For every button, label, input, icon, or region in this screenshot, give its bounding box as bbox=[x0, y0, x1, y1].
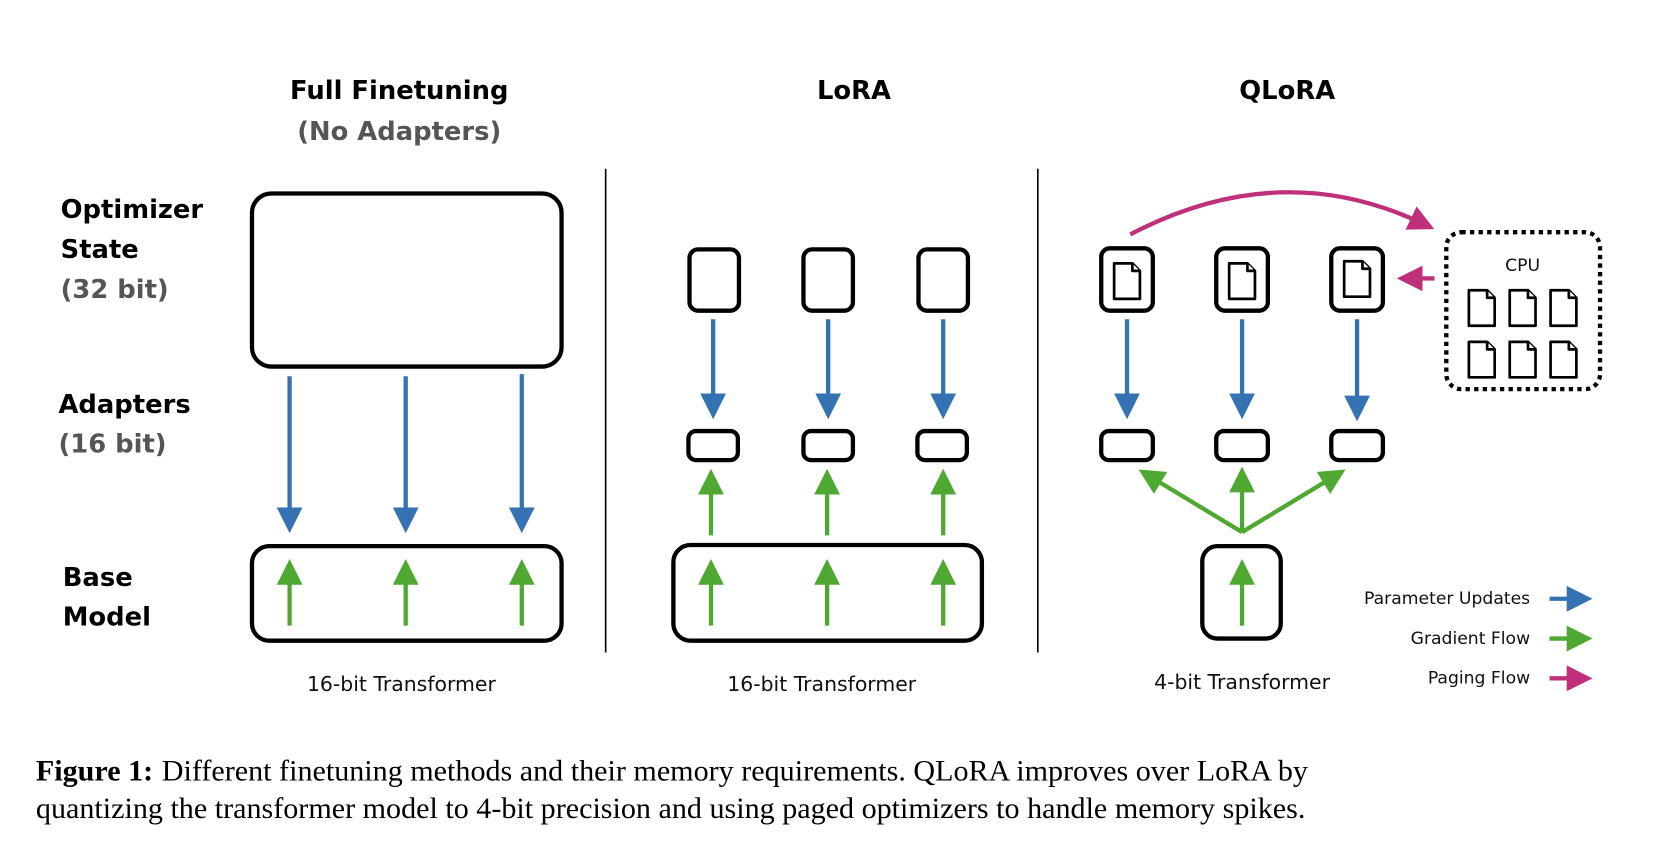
legend: Parameter Updates Gradient Flow Paging F… bbox=[1364, 585, 1593, 692]
page-icon bbox=[1467, 340, 1497, 379]
adapter-box bbox=[915, 428, 969, 463]
caption-prefix: Figure 1: bbox=[36, 753, 153, 787]
page-icon bbox=[1112, 262, 1142, 301]
lora-title: LoRA bbox=[817, 76, 891, 106]
qlora-title: QLoRA bbox=[1239, 76, 1335, 106]
gradient-arrow bbox=[1240, 469, 1346, 534]
optimizer-state-box bbox=[687, 247, 742, 313]
row-optimizer-bits: (32 bit) bbox=[61, 275, 169, 305]
paging-arc-arrow bbox=[1129, 190, 1435, 237]
row-base-label: Base bbox=[63, 563, 133, 593]
page-icon bbox=[1342, 259, 1372, 299]
page-icon bbox=[1508, 288, 1537, 328]
base-model-label: 16-bit Transformer bbox=[727, 672, 916, 696]
page-icon bbox=[1508, 340, 1537, 379]
optimizer-state-box bbox=[916, 247, 971, 313]
base-model-label: 16-bit Transformer bbox=[307, 672, 496, 696]
full-finetuning-title: Full Finetuning bbox=[290, 76, 508, 106]
optimizer-state-box bbox=[801, 247, 856, 313]
full-finetuning-column: 16-bit Transformer bbox=[249, 191, 564, 696]
cpu-box bbox=[1444, 230, 1603, 392]
optimizer-state-box bbox=[249, 191, 564, 369]
base-model-label: 4-bit Transformer bbox=[1154, 670, 1331, 694]
row-optimizer-label: Optimizer bbox=[61, 195, 204, 225]
lora-column: 16-bit Transformer bbox=[671, 247, 985, 696]
cpu-label: CPU bbox=[1505, 256, 1540, 276]
caption-text-1: Different finetuning methods and their m… bbox=[162, 753, 1308, 787]
legend-parameter-updates: Parameter Updates bbox=[1364, 589, 1530, 609]
adapter-box bbox=[801, 428, 856, 463]
legend-paging-flow: Paging Flow bbox=[1428, 669, 1530, 689]
page-icon bbox=[1549, 340, 1578, 379]
adapter-box bbox=[686, 428, 741, 463]
legend-gradient-flow: Gradient Flow bbox=[1411, 629, 1531, 649]
adapter-box bbox=[1214, 428, 1270, 463]
figure-caption-line-1: Figure 1: Different finetuning methods an… bbox=[36, 753, 1308, 787]
page-icon bbox=[1467, 288, 1497, 328]
page-icon bbox=[1549, 288, 1578, 328]
row-base-label-2: Model bbox=[63, 603, 151, 633]
figure-caption-line-2: quantizing the transformer model to 4-bi… bbox=[36, 791, 1305, 825]
adapter-box bbox=[1099, 428, 1155, 463]
full-finetuning-subtitle: (No Adapters) bbox=[297, 117, 501, 147]
row-adapters-bits: (16 bit) bbox=[58, 430, 166, 460]
row-adapters-label: Adapters bbox=[58, 390, 190, 420]
qlora-column: CPU 4-bit Transformer bbox=[1099, 190, 1603, 694]
adapter-box bbox=[1329, 428, 1386, 463]
row-optimizer-label-2: State bbox=[61, 235, 139, 265]
page-icon bbox=[1227, 262, 1257, 301]
gradient-arrow bbox=[1138, 469, 1244, 534]
